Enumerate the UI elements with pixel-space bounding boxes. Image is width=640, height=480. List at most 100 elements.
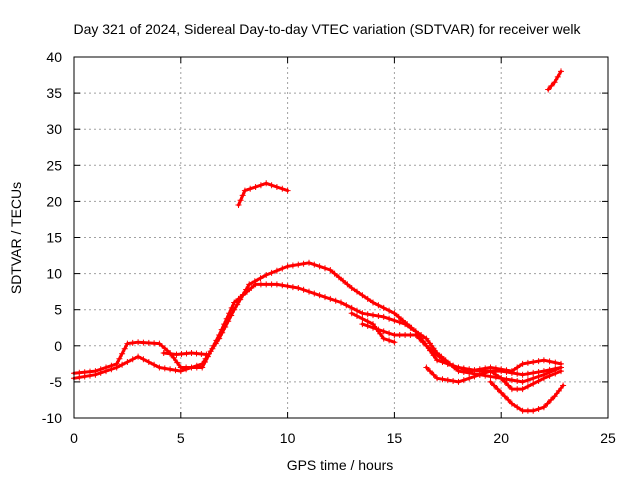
data-point <box>418 332 425 338</box>
data-point <box>370 299 376 306</box>
data-point <box>548 82 555 89</box>
axis-ticks: 0 5 10 15 20 25 -10 -5 0 5 10 15 20 25 30 35 40 <box>42 49 616 446</box>
data-point <box>116 355 123 362</box>
data-point <box>498 366 505 373</box>
data-point <box>535 358 542 365</box>
data-point <box>391 310 398 317</box>
y-tick-label: 0 <box>54 338 62 354</box>
data-point <box>124 340 131 347</box>
data-point <box>391 317 398 324</box>
data-point <box>140 339 147 346</box>
data-point <box>97 366 104 373</box>
data-point <box>375 302 382 309</box>
data-point <box>140 356 147 363</box>
data-point <box>423 342 430 349</box>
data-point <box>427 368 433 375</box>
data-point <box>177 364 184 371</box>
data-point <box>172 367 179 374</box>
data-point <box>284 283 291 290</box>
data-point <box>348 310 355 317</box>
data-point <box>552 359 559 366</box>
data-point <box>306 288 312 295</box>
data-point <box>380 335 387 342</box>
data-point <box>492 371 499 378</box>
data-point <box>402 332 409 338</box>
data-point <box>248 285 255 291</box>
x-tick-label: 5 <box>177 430 185 446</box>
data-point <box>482 369 489 376</box>
data-point <box>257 182 264 189</box>
data-point <box>551 79 558 86</box>
y-tick-label: 35 <box>46 85 62 101</box>
data-point <box>145 359 152 365</box>
data-point <box>487 378 494 385</box>
data-point <box>284 263 291 270</box>
data-point <box>519 386 526 393</box>
data-point <box>508 386 515 393</box>
data-point <box>202 359 208 365</box>
data-point <box>430 371 437 378</box>
data-point <box>460 377 467 384</box>
data-point <box>257 281 264 288</box>
data-point <box>354 313 360 319</box>
data-point <box>551 393 558 400</box>
data-point <box>354 288 360 295</box>
data-point <box>444 377 451 384</box>
data-point <box>395 313 402 320</box>
data-point <box>252 184 259 190</box>
data-point <box>508 368 515 375</box>
data-point <box>335 274 342 281</box>
data-point <box>519 360 526 367</box>
y-tick-label: -10 <box>42 410 62 426</box>
data-point <box>295 285 302 291</box>
data-point <box>558 360 564 367</box>
series-track-8 <box>235 180 291 208</box>
data-point <box>558 68 564 75</box>
data-point <box>228 304 235 311</box>
data-point <box>370 321 376 328</box>
data-point <box>343 302 350 309</box>
data-point <box>552 370 559 377</box>
y-tick-label: 5 <box>54 302 62 318</box>
data-point <box>332 297 339 304</box>
data-point <box>170 354 177 361</box>
data-point <box>295 261 302 268</box>
data-point <box>386 337 393 344</box>
data-point <box>407 324 414 331</box>
data-point <box>444 360 451 367</box>
data-point <box>359 292 366 299</box>
data-point <box>311 290 318 297</box>
y-tick-label: -5 <box>50 374 63 390</box>
data-point <box>263 281 270 288</box>
data-point <box>419 339 426 346</box>
data-point <box>519 378 526 385</box>
data-point <box>244 288 250 295</box>
data-point <box>239 192 246 199</box>
y-tick-label: 10 <box>46 266 62 282</box>
data-point <box>471 367 478 374</box>
data-point <box>284 187 291 194</box>
series-track-3 <box>160 350 210 358</box>
data-point <box>476 371 483 378</box>
data-point <box>156 340 163 347</box>
data-point <box>427 346 434 353</box>
data-point <box>289 284 296 291</box>
data-point <box>145 339 152 346</box>
series-track-5 <box>423 364 564 393</box>
data-point <box>300 260 307 267</box>
y-tick-label: 40 <box>46 49 62 65</box>
data-point <box>210 342 217 349</box>
data-point <box>151 361 158 368</box>
data-point <box>375 313 382 319</box>
data-point <box>427 340 433 347</box>
data-point <box>501 378 508 385</box>
data-point <box>340 277 347 284</box>
data-point <box>199 364 206 371</box>
chart-title: Day 321 of 2024, Sidereal Day-to-day VTE… <box>73 21 581 37</box>
data-point <box>558 368 564 375</box>
data-point <box>167 366 174 373</box>
data-point <box>129 339 136 346</box>
data-point <box>524 359 531 366</box>
data-point <box>530 407 537 414</box>
data-point <box>373 326 380 332</box>
